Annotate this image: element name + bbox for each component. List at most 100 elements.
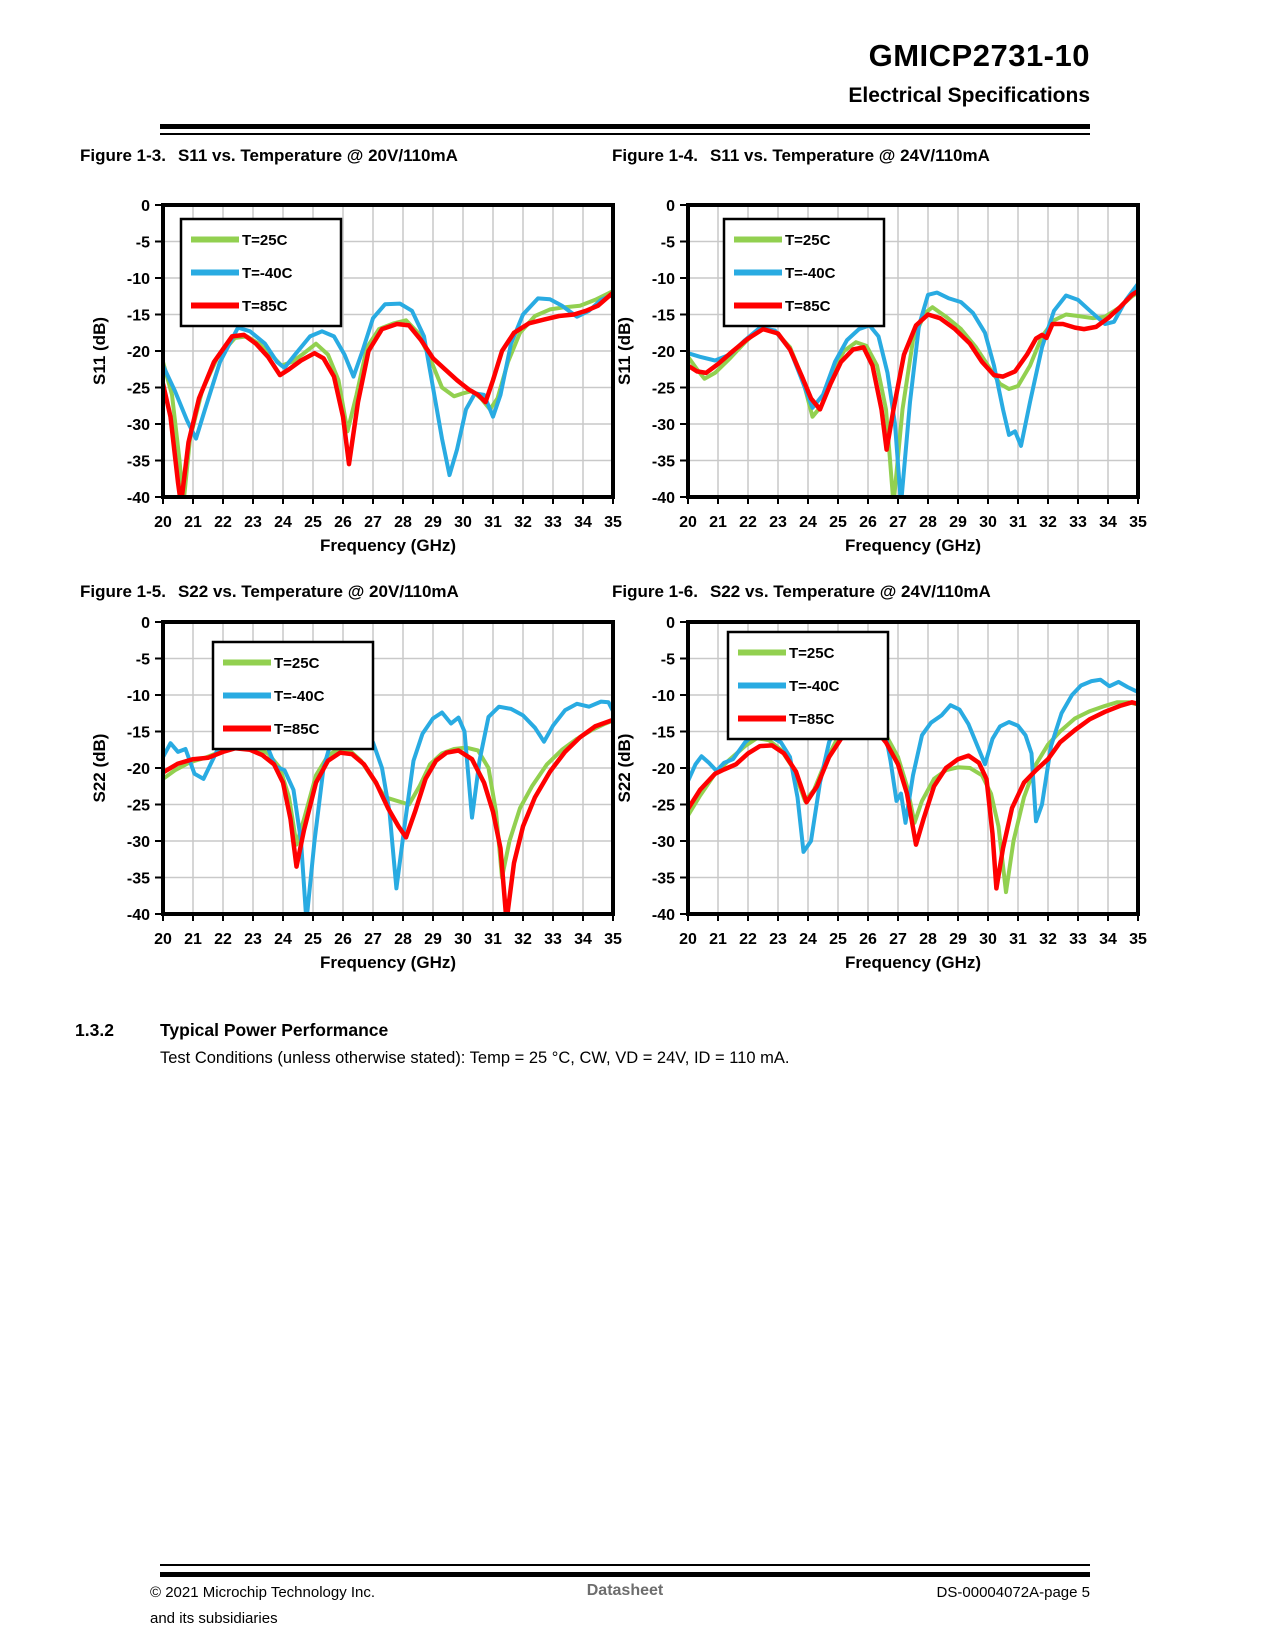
svg-text:27: 27 [889, 931, 907, 948]
page-subtitle: Electrical Specifications [848, 84, 1090, 107]
section-heading: 1.3.2 Typical Power Performance [75, 1020, 388, 1041]
header-rule-thin [160, 133, 1090, 135]
svg-text:-5: -5 [661, 652, 675, 669]
figure-title: S22 vs. Temperature @ 24V/110mA [709, 582, 991, 601]
svg-text:30: 30 [454, 931, 472, 948]
footer-copyright-line2: and its subsidiaries [150, 1610, 278, 1627]
svg-text:-10: -10 [127, 688, 150, 705]
svg-text:-35: -35 [127, 454, 150, 471]
svg-text:23: 23 [244, 514, 262, 531]
svg-text:-20: -20 [127, 344, 150, 361]
s11-20v-chart: 20 21 22 23 24 25 26 27 28 29 30 31 32 33 34 35 0 -5 -10 -1… [90, 198, 622, 555]
footer-rule-thin [160, 1564, 1090, 1566]
section-title: Typical Power Performance [160, 1020, 389, 1040]
figure-title: S11 vs. Temperature @ 24V/110mA [709, 146, 990, 165]
svg-text:35: 35 [604, 514, 622, 531]
svg-text:S11 (dB): S11 (dB) [90, 317, 109, 385]
svg-text:-10: -10 [652, 688, 675, 705]
svg-text:29: 29 [949, 931, 967, 948]
svg-text:28: 28 [919, 931, 937, 948]
svg-text:26: 26 [334, 514, 352, 531]
section-number: 1.3.2 [75, 1020, 114, 1040]
svg-text:32: 32 [514, 931, 532, 948]
svg-text:0: 0 [666, 198, 675, 215]
svg-text:-30: -30 [652, 417, 675, 434]
svg-text:-30: -30 [127, 834, 150, 851]
svg-text:-10: -10 [652, 271, 675, 288]
svg-text:T=25C: T=25C [789, 645, 835, 662]
svg-text:-15: -15 [127, 725, 150, 742]
svg-text:-20: -20 [652, 761, 675, 778]
svg-text:T=-40C: T=-40C [785, 265, 836, 282]
svg-text:-25: -25 [127, 381, 150, 398]
svg-text:22: 22 [214, 931, 232, 948]
svg-text:21: 21 [709, 514, 727, 531]
svg-text:-20: -20 [652, 344, 675, 361]
svg-text:20: 20 [679, 514, 697, 531]
svg-text:35: 35 [1129, 514, 1147, 531]
svg-text:T=85C: T=85C [242, 298, 288, 315]
svg-text:-25: -25 [652, 381, 675, 398]
footer-doc-type: Datasheet [586, 1582, 664, 1599]
svg-text:22: 22 [739, 514, 757, 531]
svg-text:30: 30 [979, 514, 997, 531]
svg-text:23: 23 [769, 514, 787, 531]
svg-text:0: 0 [666, 615, 675, 632]
svg-text:S22 (dB): S22 (dB) [90, 734, 109, 803]
svg-text:23: 23 [769, 931, 787, 948]
figure-1-5-caption: Figure 1-5. S22 vs. Temperature @ 20V/110… [80, 582, 459, 602]
svg-text:31: 31 [1009, 514, 1027, 531]
svg-text:24: 24 [799, 514, 817, 531]
svg-text:25: 25 [829, 514, 847, 531]
svg-text:Frequency (GHz): Frequency (GHz) [845, 953, 981, 972]
figure-label: Figure 1-3. [80, 146, 166, 165]
svg-text:Frequency (GHz): Frequency (GHz) [320, 536, 456, 555]
s22-20v-chart: 20 21 22 23 24 25 26 27 28 29 30 31 32 33 34 35 0 -5 -10 -1… [90, 615, 622, 972]
svg-text:30: 30 [454, 514, 472, 531]
svg-text:25: 25 [304, 931, 322, 948]
svg-text:-35: -35 [652, 871, 675, 888]
svg-text:29: 29 [949, 514, 967, 531]
svg-text:T=85C: T=85C [789, 711, 835, 728]
section-body: Test Conditions (unless otherwise stated… [160, 1049, 790, 1067]
svg-text:28: 28 [394, 514, 412, 531]
svg-text:27: 27 [889, 514, 907, 531]
svg-text:26: 26 [859, 931, 877, 948]
svg-text:22: 22 [739, 931, 757, 948]
svg-text:25: 25 [304, 514, 322, 531]
svg-text:-30: -30 [652, 834, 675, 851]
svg-text:-20: -20 [127, 761, 150, 778]
svg-text:32: 32 [514, 514, 532, 531]
svg-text:31: 31 [484, 514, 502, 531]
svg-text:30: 30 [979, 931, 997, 948]
svg-text:Frequency (GHz): Frequency (GHz) [845, 536, 981, 555]
svg-text:27: 27 [364, 931, 382, 948]
svg-text:T=25C: T=25C [274, 655, 320, 672]
svg-text:0: 0 [141, 198, 150, 215]
svg-text:-40: -40 [127, 907, 150, 924]
svg-text:-5: -5 [136, 652, 150, 669]
footer-rule-thick [160, 1572, 1090, 1577]
svg-text:-5: -5 [661, 235, 675, 252]
svg-text:0: 0 [141, 615, 150, 632]
svg-text:-15: -15 [127, 308, 150, 325]
svg-text:-35: -35 [127, 871, 150, 888]
svg-text:35: 35 [604, 931, 622, 948]
svg-text:31: 31 [484, 931, 502, 948]
svg-text:27: 27 [364, 514, 382, 531]
footer-copyright: © 2021 Microchip Technology Inc. [150, 1584, 376, 1601]
svg-text:23: 23 [244, 931, 262, 948]
svg-text:T=-40C: T=-40C [274, 688, 325, 705]
page-title: GMICP2731-10 [868, 38, 1090, 73]
svg-text:S11 (dB): S11 (dB) [615, 317, 634, 385]
svg-text:T=-40C: T=-40C [789, 678, 840, 695]
figure-title: S11 vs. Temperature @ 20V/110mA [177, 146, 458, 165]
svg-text:-5: -5 [136, 235, 150, 252]
svg-text:20: 20 [154, 931, 172, 948]
s11-24v-chart: 20 21 22 23 24 25 26 27 28 29 30 31 32 33 34 35 0 -5 -10 -1… [615, 198, 1147, 555]
figure-title: S22 vs. Temperature @ 20V/110mA [177, 582, 459, 601]
s22-24v-chart: 20 21 22 23 24 25 26 27 28 29 30 31 32 33 34 35 0 -5 -10 -1… [615, 615, 1147, 972]
svg-text:21: 21 [184, 514, 202, 531]
svg-text:T=25C: T=25C [785, 232, 831, 249]
